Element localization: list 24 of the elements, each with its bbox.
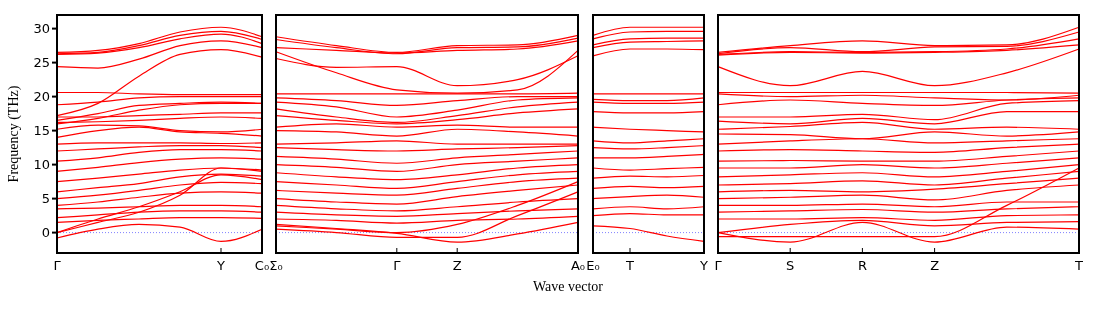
x-tick-label: R: [857, 258, 867, 273]
x-tick-label: Γ: [53, 258, 62, 273]
x-tick-label: C₀: [254, 258, 270, 273]
y-tick-label: 25: [33, 55, 50, 71]
x-tick-label: E₀: [586, 258, 600, 273]
x-tick-label: T: [1074, 258, 1084, 273]
x-tick-label: Y: [699, 258, 709, 273]
x-tick-label: A₀: [570, 258, 586, 273]
y-tick-label: 5: [41, 191, 50, 207]
x-axis-title: Wave vector: [533, 279, 603, 295]
x-tick-label: Γ: [393, 258, 402, 273]
x-tick-label: T: [625, 258, 635, 273]
y-tick-label: 10: [33, 157, 50, 173]
x-tick-label: Z: [452, 258, 462, 273]
x-tick-label: Y: [216, 258, 226, 273]
y-axis-title: Frequency (THz): [5, 85, 22, 183]
x-tick-label: Z: [930, 258, 940, 273]
x-tick-label: S: [786, 258, 795, 273]
y-tick-label: 0: [41, 225, 50, 241]
y-tick-label: 15: [33, 123, 50, 139]
x-tick-label: Γ: [714, 258, 723, 273]
y-tick-label: 20: [33, 89, 50, 105]
x-tick-label: Σ₀: [269, 258, 283, 273]
y-tick-label: 30: [33, 21, 50, 37]
